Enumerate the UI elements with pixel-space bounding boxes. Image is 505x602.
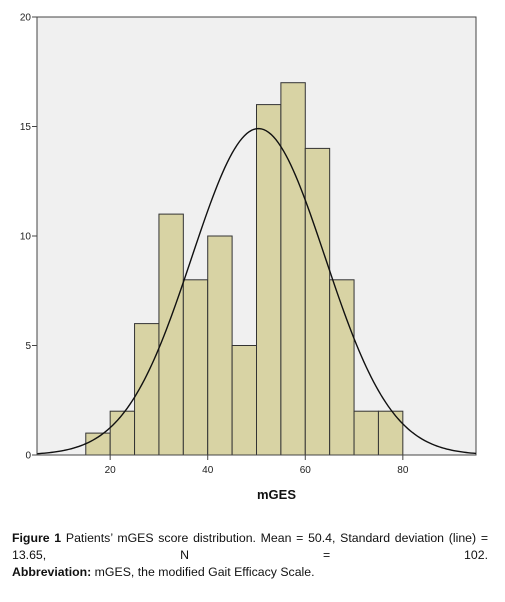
y-axis-ticks: 0 5 10 15 20 [20, 13, 37, 462]
x-axis-ticks: 20 40 60 80 [105, 455, 409, 476]
histogram-chart: 20 40 60 80 0 5 10 15 20 mGES [20, 13, 477, 502]
caption-abbreviation-line: Abbreviation: mGES, the modified Gait Ef… [12, 564, 488, 581]
histogram-bar [256, 104, 282, 456]
x-tick-label: 60 [300, 465, 312, 476]
x-tick-label: 20 [105, 465, 117, 476]
figure-caption: Figure 1 Patients’ mGES score distributi… [12, 530, 488, 581]
histogram-bar [304, 147, 331, 456]
x-tick-label: 40 [202, 465, 214, 476]
histogram-bar [231, 345, 258, 456]
y-tick-label: 10 [20, 232, 32, 243]
histogram-bar [109, 410, 136, 456]
caption-figure-line: Figure 1 Patients’ mGES score distributi… [12, 530, 488, 564]
histogram-bar [134, 323, 160, 456]
x-axis-title: mGES [257, 487, 296, 502]
y-tick-label: 0 [25, 451, 31, 462]
caption-figure-text: Patients’ mGES score distribution. Mean … [12, 531, 488, 562]
x-tick-label: 80 [397, 465, 409, 476]
histogram-bar [377, 410, 404, 456]
histogram-bar [280, 82, 306, 456]
histogram-bar [207, 235, 233, 456]
normal-curve-line [36, 127, 477, 455]
y-tick-label: 15 [20, 122, 32, 133]
bars-group [85, 82, 404, 456]
caption-abbreviation-text: mGES, the modified Gait Efficacy Scale. [91, 565, 315, 579]
caption-figure-label: Figure 1 [12, 531, 62, 545]
histogram-bar [182, 279, 209, 456]
histogram-bar [353, 410, 379, 456]
caption-abbreviation-label: Abbreviation: [12, 565, 92, 579]
y-tick-label: 5 [25, 341, 31, 352]
histogram-bar [158, 213, 184, 456]
y-tick-label: 20 [20, 13, 32, 24]
